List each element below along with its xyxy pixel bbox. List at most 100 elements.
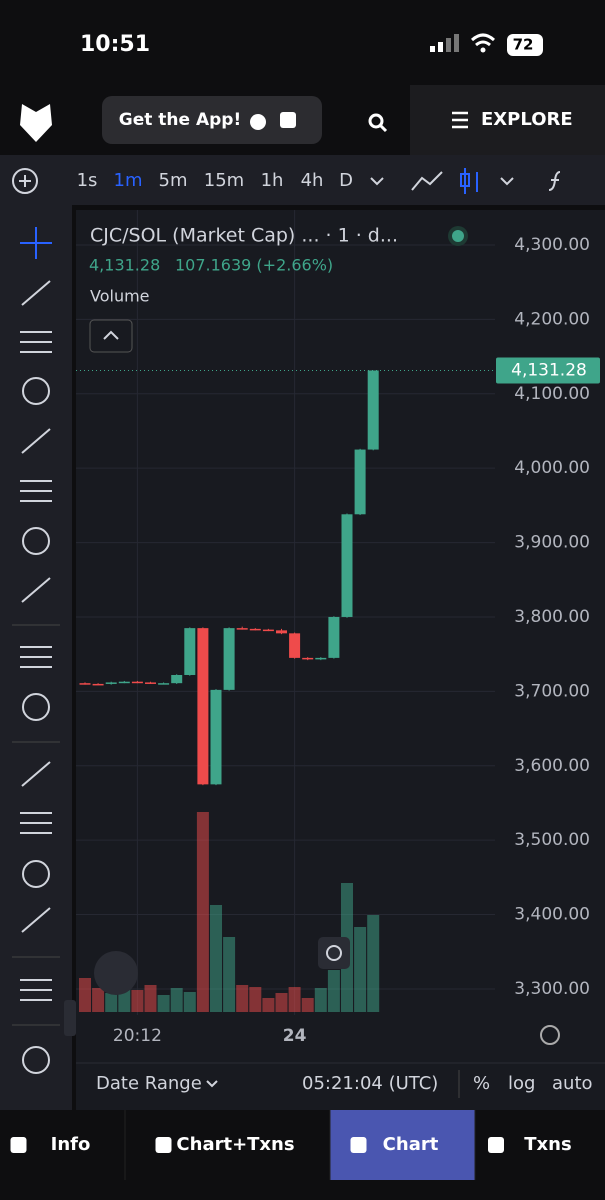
tool-icon[interactable] xyxy=(21,907,51,933)
reset-icon xyxy=(326,945,342,961)
sidebar-toggle[interactable] xyxy=(64,1000,76,1036)
legend-price: 4,131.28 xyxy=(89,256,160,275)
tool-icon[interactable] xyxy=(21,280,51,306)
candle-body xyxy=(262,629,274,632)
tool-icon[interactable] xyxy=(22,1046,50,1074)
volume-bar xyxy=(367,915,380,1012)
y-tick-label: 3,500.00 xyxy=(514,830,590,850)
date-range[interactable]: Date Range xyxy=(96,1073,202,1094)
explore-button[interactable] xyxy=(410,85,605,155)
interval[interactable]: 1s xyxy=(77,170,98,191)
volume-bar xyxy=(131,990,144,1012)
get-app-button[interactable] xyxy=(102,96,322,144)
volume-label: Volume xyxy=(90,287,150,306)
log-toggle[interactable]: log xyxy=(508,1073,535,1094)
volume-bar xyxy=(92,988,105,1012)
volume-bar xyxy=(196,812,209,1012)
volume-bar xyxy=(288,987,301,1012)
tab[interactable]: Chart xyxy=(383,1134,439,1155)
search-handle xyxy=(379,124,388,133)
interval[interactable]: 4h xyxy=(301,170,324,191)
candle-icon[interactable] xyxy=(464,168,478,194)
tool-icon[interactable] xyxy=(20,331,52,353)
volume-bar xyxy=(327,970,340,1012)
tv-logo[interactable] xyxy=(94,951,138,995)
candle-body xyxy=(328,616,340,658)
chart-type-dropdown[interactable] xyxy=(500,177,514,186)
tool-icon[interactable] xyxy=(21,428,51,454)
last-price-label: 4,131.28 xyxy=(511,360,587,380)
candle-body xyxy=(184,628,196,675)
tab-bar xyxy=(0,1110,605,1200)
y-tick-label: 4,000.00 xyxy=(514,458,590,478)
tool-icon[interactable] xyxy=(20,646,52,668)
candle-body xyxy=(197,628,209,785)
candle-body xyxy=(79,683,91,685)
y-tick-label: 3,600.00 xyxy=(514,756,590,776)
tab[interactable]: Chart+Txns xyxy=(176,1134,294,1155)
settings-icon[interactable] xyxy=(540,1025,560,1045)
indicator-icon[interactable] xyxy=(548,171,561,191)
explore-label: EXPLORE xyxy=(481,109,573,130)
tool-icon[interactable] xyxy=(20,480,52,502)
candle-body xyxy=(158,683,170,685)
x-tick-label: 20:12 xyxy=(113,1026,162,1046)
tool-icon[interactable] xyxy=(22,693,50,721)
status-dot xyxy=(452,230,464,242)
date-range-arrow xyxy=(206,1080,218,1088)
volume-bar xyxy=(249,987,262,1012)
crosshair-tool[interactable] xyxy=(20,227,52,259)
candle-body xyxy=(354,449,366,515)
volume-bar xyxy=(79,978,91,1012)
volume-bar xyxy=(275,993,288,1012)
line-chart-icon[interactable] xyxy=(411,171,443,191)
interval[interactable]: 1h xyxy=(261,170,284,191)
add-indicator[interactable] xyxy=(12,168,38,194)
clock: 05:21:04 (UTC) xyxy=(302,1073,438,1094)
tool-icon[interactable] xyxy=(22,527,50,555)
reset-button[interactable] xyxy=(318,937,350,969)
chart-panel xyxy=(76,210,605,1110)
search-icon[interactable] xyxy=(368,113,384,129)
logo[interactable] xyxy=(20,104,52,142)
legend-change: 107.1639 (+2.66%) xyxy=(175,256,333,275)
tool-icon[interactable] xyxy=(20,979,52,1001)
tool-icon[interactable] xyxy=(22,860,50,888)
candle-body xyxy=(145,682,156,684)
collapse-button[interactable] xyxy=(89,319,133,353)
tool-icon[interactable] xyxy=(22,377,50,405)
interval[interactable]: 5m xyxy=(159,170,188,191)
candle-body xyxy=(367,370,379,450)
battery xyxy=(507,34,543,56)
candle-icon-body xyxy=(460,173,470,187)
candle-body xyxy=(289,633,301,658)
wifi-dot xyxy=(480,47,486,53)
candle-body xyxy=(276,630,287,634)
volume-bar xyxy=(314,988,327,1012)
y-tick-label: 3,900.00 xyxy=(514,533,590,553)
menu-icon xyxy=(452,111,468,129)
volume-bar xyxy=(170,988,183,1012)
y-tick-label: 4,300.00 xyxy=(514,235,590,255)
tab-icon xyxy=(155,1137,172,1153)
candle-body xyxy=(105,682,117,684)
tool-icon[interactable] xyxy=(20,812,52,834)
interval-dropdown[interactable] xyxy=(370,177,384,186)
tool-icon[interactable] xyxy=(21,577,51,603)
candle-body xyxy=(249,628,261,631)
collapse-icon xyxy=(103,330,119,340)
tab[interactable]: Txns xyxy=(524,1134,571,1155)
tab-icon xyxy=(350,1137,367,1153)
chart-title: CJC/SOL (Market Cap) ... · 1 · d... xyxy=(90,225,398,247)
candle-body xyxy=(315,657,327,660)
tab[interactable]: Info xyxy=(51,1134,91,1155)
tool-icon[interactable] xyxy=(21,761,51,787)
percent-toggle[interactable]: % xyxy=(473,1073,490,1094)
interval[interactable]: 1m xyxy=(114,170,143,191)
interval[interactable]: 15m xyxy=(204,170,244,191)
volume-bar xyxy=(262,998,275,1012)
y-tick-label: 4,100.00 xyxy=(514,384,590,404)
auto-toggle[interactable]: auto xyxy=(552,1073,593,1094)
interval[interactable]: D xyxy=(339,170,353,191)
